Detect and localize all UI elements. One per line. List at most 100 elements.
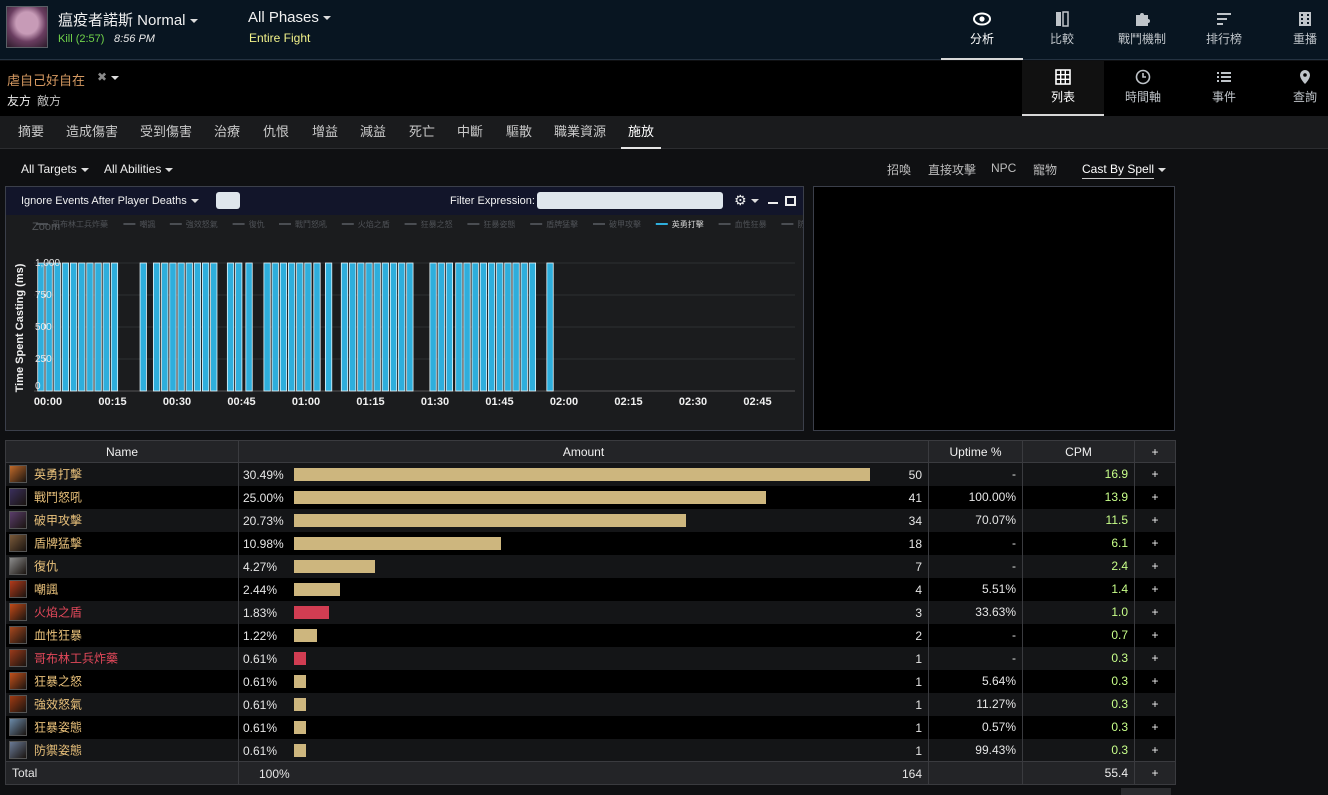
chart-bar[interactable] xyxy=(61,262,70,392)
tab-interrupts[interactable]: 中斷 xyxy=(456,124,483,139)
chart-bar[interactable] xyxy=(94,262,102,392)
tab-dispels[interactable]: 驅散 xyxy=(505,124,532,139)
chart-bar[interactable] xyxy=(235,262,243,392)
filter-summons[interactable]: 招喚 xyxy=(887,163,912,177)
legend-item[interactable]: 強效怒氣 xyxy=(186,219,218,229)
chart-bar[interactable] xyxy=(437,262,445,392)
chart-bar[interactable] xyxy=(512,262,520,392)
expand-total-button[interactable]: + xyxy=(1134,761,1176,785)
tab-casts[interactable]: 施放 xyxy=(621,116,661,149)
chart-bar[interactable] xyxy=(37,262,45,392)
chart-bar[interactable] xyxy=(226,262,235,392)
chart-bar[interactable] xyxy=(340,262,349,392)
legend-item[interactable]: 防禦姿態 xyxy=(797,219,803,229)
tab-threat[interactable]: 仇恨 xyxy=(262,124,289,139)
legend-item[interactable]: 戰鬥怒吼 xyxy=(295,219,327,229)
expand-row-button[interactable]: + xyxy=(1134,715,1176,739)
nav-replay[interactable]: 重播 xyxy=(1264,0,1328,60)
chart-bar[interactable] xyxy=(110,262,119,392)
tab-buffs[interactable]: 增益 xyxy=(311,124,338,139)
maximize-icon[interactable] xyxy=(785,196,796,206)
ignore-events-dropdown[interactable]: Ignore Events After Player Deaths xyxy=(21,195,199,207)
spell-name[interactable]: 嘲諷 xyxy=(34,582,59,597)
chart-bar[interactable] xyxy=(161,262,169,392)
chart-bar[interactable] xyxy=(202,262,210,392)
spell-name[interactable]: 血性狂暴 xyxy=(34,628,83,643)
table-row[interactable]: 復仇 4.27% 7-2.4 + xyxy=(5,554,1176,578)
chart-bar[interactable] xyxy=(471,262,479,392)
chart-bar[interactable] xyxy=(463,262,471,392)
nav-mechanics[interactable]: 戰鬥機制 xyxy=(1101,0,1183,60)
tab-debuffs[interactable]: 減益 xyxy=(359,124,386,139)
expand-row-button[interactable]: + xyxy=(1134,531,1176,555)
chart-bar[interactable] xyxy=(152,262,161,392)
spell-name[interactable]: 哥布林工兵炸藥 xyxy=(34,651,119,666)
chart-bar[interactable] xyxy=(373,262,381,392)
expand-row-button[interactable]: + xyxy=(1134,508,1176,532)
chart-bar[interactable] xyxy=(357,262,365,392)
spell-name[interactable]: 戰鬥怒吼 xyxy=(34,490,83,505)
chart-bar[interactable] xyxy=(365,262,373,392)
header-amount[interactable]: Amount xyxy=(238,440,929,463)
view-query[interactable]: 查詢 xyxy=(1264,61,1328,116)
legend-item[interactable]: 火焰之盾 xyxy=(358,219,390,229)
chart-bar[interactable] xyxy=(177,262,185,392)
spell-name[interactable]: 火焰之盾 xyxy=(34,605,83,620)
chart-bar[interactable] xyxy=(45,262,53,392)
boss-avatar[interactable] xyxy=(6,6,48,48)
filter-expression-input[interactable] xyxy=(537,192,723,209)
chart-bar[interactable] xyxy=(102,262,110,392)
legend-item[interactable]: 嘲諷 xyxy=(139,219,155,229)
phase-select[interactable]: All Phases xyxy=(248,9,331,26)
view-events[interactable]: 事件 xyxy=(1183,61,1265,116)
header-uptime[interactable]: Uptime % xyxy=(928,440,1023,463)
boss-select[interactable]: 瘟疫者諾斯 Normal xyxy=(58,9,198,30)
player-select[interactable]: 虐自己好自在 xyxy=(7,70,85,89)
spell-name[interactable]: 狂暴之怒 xyxy=(34,674,83,689)
cast-by-dropdown[interactable]: Cast By Spell xyxy=(1082,162,1167,179)
tab-resources[interactable]: 職業資源 xyxy=(553,124,606,139)
header-name[interactable]: Name xyxy=(5,440,239,463)
chart-bar[interactable] xyxy=(288,262,296,392)
chart-bar[interactable] xyxy=(185,262,193,392)
clear-player-button[interactable]: ✖ xyxy=(97,70,120,84)
nav-rankings[interactable]: 排行榜 xyxy=(1183,0,1265,60)
chart-bar[interactable] xyxy=(429,262,437,392)
targets-dropdown[interactable]: All Targets xyxy=(21,162,89,176)
filter-pets[interactable]: 寵物 xyxy=(1033,163,1058,177)
chart-bar[interactable] xyxy=(169,262,177,392)
expand-row-button[interactable]: + xyxy=(1134,692,1176,716)
table-row[interactable]: 英勇打擊 30.49% 50-16.9 + xyxy=(5,462,1176,486)
chart-bar[interactable] xyxy=(193,262,202,392)
header-add-column[interactable]: + xyxy=(1134,440,1176,463)
tab-deaths[interactable]: 死亡 xyxy=(408,124,435,139)
legend-item[interactable]: 復仇 xyxy=(249,219,265,229)
chart-bar[interactable] xyxy=(520,262,528,392)
chart-bar[interactable] xyxy=(139,262,147,392)
spell-name[interactable]: 破甲攻擊 xyxy=(34,513,83,528)
expand-row-button[interactable]: + xyxy=(1134,485,1176,509)
legend-item[interactable]: 盾牌猛擊 xyxy=(546,219,578,229)
expand-row-button[interactable]: + xyxy=(1134,554,1176,578)
chart-bar[interactable] xyxy=(528,262,537,392)
table-row[interactable]: 防禦姿態 0.61% 1 99.43% 0.3 + xyxy=(5,738,1176,762)
legend-item[interactable]: 哥布林工兵炸藥 xyxy=(52,219,108,229)
table-row[interactable]: 火焰之盾 1.83% 3 33.63% 1.0 + xyxy=(5,600,1176,624)
chart-bar[interactable] xyxy=(70,262,78,392)
legend-item[interactable]: 狂暴之怒 xyxy=(421,219,453,229)
chart-bar[interactable] xyxy=(398,262,406,392)
expand-row-button[interactable]: + xyxy=(1134,600,1176,624)
table-row[interactable]: 狂暴姿態 0.61% 1 0.57% 0.3 + xyxy=(5,715,1176,739)
expand-row-button[interactable]: + xyxy=(1134,669,1176,693)
view-timeline[interactable]: 時間軸 xyxy=(1102,61,1184,116)
chart-bar[interactable] xyxy=(304,262,312,392)
spell-name[interactable]: 強效怒氣 xyxy=(34,697,83,712)
spell-name[interactable]: 復仇 xyxy=(34,559,59,574)
expand-row-button[interactable]: + xyxy=(1134,577,1176,601)
tab-healing[interactable]: 治療 xyxy=(213,124,240,139)
chart-bar[interactable] xyxy=(210,262,218,392)
view-table[interactable]: 列表 xyxy=(1022,61,1104,116)
table-row[interactable]: 強效怒氣 0.61% 1 11.27% 0.3 + xyxy=(5,692,1176,716)
tab-summary[interactable]: 摘要 xyxy=(17,124,44,139)
filter-npc[interactable]: NPC xyxy=(991,161,1017,175)
